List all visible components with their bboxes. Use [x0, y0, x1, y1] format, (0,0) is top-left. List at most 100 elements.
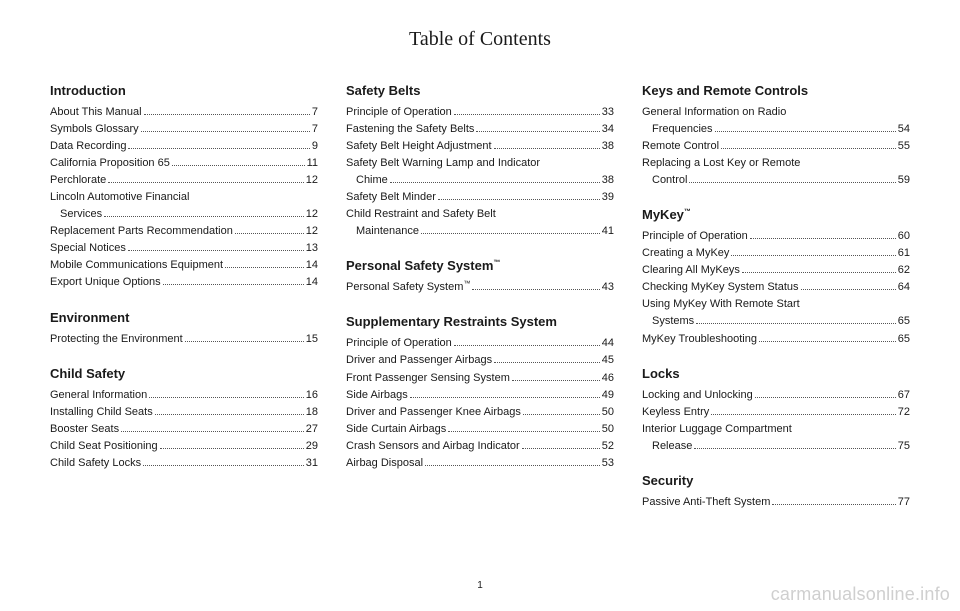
toc-leader	[172, 165, 305, 166]
toc-leader	[143, 465, 304, 466]
toc-leader	[454, 114, 600, 115]
toc-entry: Keyless Entry72	[642, 404, 910, 421]
toc-leader	[694, 448, 895, 449]
toc-entry-sublabel: Frequencies	[642, 121, 713, 138]
toc-entry: Systems65	[642, 313, 910, 330]
toc-entry: Locking and Unlocking67	[642, 387, 910, 404]
toc-entry-page: 61	[898, 245, 910, 262]
toc-entry: Front Passenger Sensing System46	[346, 370, 614, 387]
toc-entry-page: 50	[602, 421, 614, 438]
toc-entry-label: Safety Belt Warning Lamp and Indicator	[346, 155, 540, 172]
toc-entry-page: 14	[306, 274, 318, 291]
toc-entry-label: Side Curtain Airbags	[346, 421, 446, 438]
toc-section-title: Keys and Remote Controls	[642, 83, 910, 98]
toc-entry: California Proposition 6511	[50, 155, 318, 172]
toc-entry: Data Recording9	[50, 138, 318, 155]
toc-entry: Export Unique Options14	[50, 274, 318, 291]
toc-leader	[149, 397, 304, 398]
toc-entry-label: Passive Anti-Theft System	[642, 494, 770, 511]
toc-entry-page: 59	[898, 172, 910, 189]
toc-leader	[523, 414, 600, 415]
toc-leader	[512, 380, 600, 381]
toc-entry: Remote Control55	[642, 138, 910, 155]
toc-leader	[108, 182, 303, 183]
toc-leader	[755, 397, 896, 398]
toc-entry: General Information on Radio	[642, 104, 910, 121]
toc-entry-page: 62	[898, 262, 910, 279]
toc-entry-page: 50	[602, 404, 614, 421]
toc-leader	[742, 272, 896, 273]
toc-leader	[144, 114, 310, 115]
toc-entry-page: 33	[602, 104, 614, 121]
toc-entry-label: Booster Seats	[50, 421, 119, 438]
toc-entry-label: Lincoln Automotive Financial	[50, 189, 189, 206]
toc-entry-label: Checking MyKey System Status	[642, 279, 799, 296]
toc-entry-label: Child Restraint and Safety Belt	[346, 206, 496, 223]
toc-entry: Symbols Glossary7	[50, 121, 318, 138]
toc-entry-page: 45	[602, 352, 614, 369]
toc-section-title: Locks	[642, 366, 910, 381]
toc-column: Keys and Remote Controls General Informat…	[642, 83, 910, 529]
toc-entry-page: 65	[898, 331, 910, 348]
toc-entry-page: 29	[306, 438, 318, 455]
toc-entry-label: Driver and Passenger Knee Airbags	[346, 404, 521, 421]
toc-section: SecurityPassive Anti-Theft System77	[642, 473, 910, 511]
toc-entry: Maintenance41	[346, 223, 614, 240]
toc-leader	[104, 216, 304, 217]
toc-entry-label: Replacing a Lost Key or Remote	[642, 155, 800, 172]
toc-entry: Lincoln Automotive Financial	[50, 189, 318, 206]
toc-leader	[425, 465, 600, 466]
toc-entry-label: Front Passenger Sensing System	[346, 370, 510, 387]
toc-entry: Child Restraint and Safety Belt	[346, 206, 614, 223]
toc-entry: Replacement Parts Recommendation 12	[50, 223, 318, 240]
toc-leader	[160, 448, 304, 449]
toc-entry-page: 18	[306, 404, 318, 421]
toc-leader	[141, 131, 310, 132]
toc-section: Personal Safety System™Personal Safety S…	[346, 258, 614, 296]
toc-leader	[476, 131, 599, 132]
toc-section: Supplementary Restraints SystemPrinciple…	[346, 314, 614, 471]
toc-leader	[185, 341, 304, 342]
toc-entry-page: 27	[306, 421, 318, 438]
toc-leader	[750, 238, 896, 239]
toc-entry: Special Notices13	[50, 240, 318, 257]
toc-leader	[522, 448, 600, 449]
toc-leader	[721, 148, 896, 149]
toc-entry-page: 54	[898, 121, 910, 138]
toc-entry-label: Side Airbags	[346, 387, 408, 404]
toc-section: MyKey™Principle of Operation60Creating a…	[642, 207, 910, 347]
toc-entry-page: 12	[306, 172, 318, 189]
toc-column: Safety BeltsPrinciple of Operation33Fast…	[346, 83, 614, 529]
toc-leader	[772, 504, 895, 505]
toc-entry-sublabel: Chime	[346, 172, 388, 189]
toc-entry-sublabel: Maintenance	[346, 223, 419, 240]
toc-entry-page: 16	[306, 387, 318, 404]
toc-entry-label: MyKey Troubleshooting	[642, 331, 757, 348]
toc-entry: Driver and Passenger Airbags45	[346, 352, 614, 369]
toc-entry: Release75	[642, 438, 910, 455]
toc-entry-page: 12	[306, 206, 318, 223]
toc-entry-page: 52	[602, 438, 614, 455]
toc-leader	[121, 431, 304, 432]
toc-entry-page: 12	[306, 223, 318, 240]
toc-entry-label: Keyless Entry	[642, 404, 709, 421]
toc-entry: Child Safety Locks31	[50, 455, 318, 472]
toc-entry-sublabel: Systems	[642, 313, 694, 330]
toc-entry: Child Seat Positioning29	[50, 438, 318, 455]
toc-entry-label: Interior Luggage Compartment	[642, 421, 792, 438]
toc-entry-page: 7	[312, 104, 318, 121]
toc-entry: Chime38	[346, 172, 614, 189]
toc-entry-label: Replacement Parts Recommendation	[50, 223, 233, 240]
toc-section: EnvironmentProtecting the Environment15	[50, 310, 318, 348]
toc-leader	[472, 289, 599, 290]
toc-entry: Replacing a Lost Key or Remote	[642, 155, 910, 172]
page-title: Table of Contents	[50, 28, 910, 51]
toc-entry: MyKey Troubleshooting 65	[642, 331, 910, 348]
toc-entry-label: Protecting the Environment	[50, 331, 183, 348]
toc-entry: Installing Child Seats18	[50, 404, 318, 421]
toc-entry-label: Fastening the Safety Belts	[346, 121, 474, 138]
toc-section: Safety BeltsPrinciple of Operation33Fast…	[346, 83, 614, 240]
toc-leader	[759, 341, 896, 342]
toc-leader	[421, 233, 600, 234]
toc-entry-label: Special Notices	[50, 240, 126, 257]
